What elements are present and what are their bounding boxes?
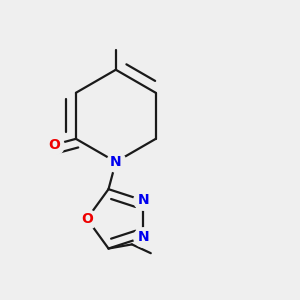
Text: O: O [49, 138, 60, 152]
Text: N: N [138, 194, 149, 208]
Text: N: N [110, 155, 122, 169]
Text: O: O [81, 212, 93, 226]
Text: N: N [138, 230, 149, 244]
